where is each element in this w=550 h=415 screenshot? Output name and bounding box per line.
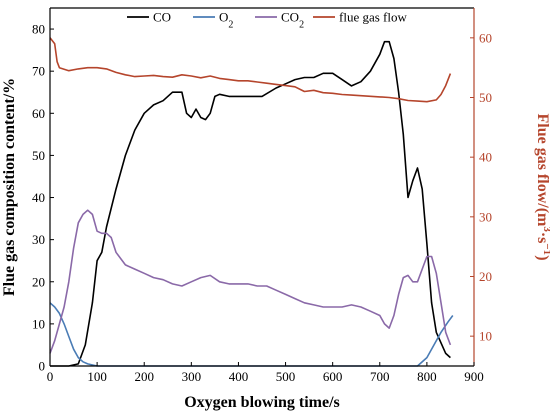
x-tick-label: 500: [276, 369, 296, 384]
y-left-tick-label: 70: [32, 64, 45, 79]
legend-label-text: O: [219, 10, 228, 25]
series-line-co: [50, 40, 451, 367]
x-tick-label: 700: [370, 369, 390, 384]
legend-label-o2: O2: [219, 10, 233, 31]
y-right-tick-label: 50: [479, 90, 492, 105]
x-axis-title: Oxygen blowing time/s: [184, 394, 340, 411]
y-right-axis-title-part: ): [534, 255, 550, 260]
y-right-tick-label: 20: [479, 269, 492, 284]
legend-label-text: flue gas flow: [339, 10, 407, 25]
y-left-tick-label: 60: [32, 106, 45, 121]
y-left-tick-label: 50: [32, 148, 45, 163]
legend-label-text: CO: [153, 10, 171, 25]
series-line-co2: [49, 209, 452, 354]
series-line-flow: [49, 37, 452, 103]
x-tick-label: 800: [417, 369, 437, 384]
legend-label-subscript: 2: [299, 19, 304, 30]
y-right-tick-label: 40: [479, 150, 492, 165]
x-tick-label: 200: [134, 369, 154, 384]
legend-label-co2: CO2: [281, 10, 304, 31]
x-tick-label: 0: [47, 369, 54, 384]
legend-label-subscript: 2: [228, 19, 233, 30]
y-right-tick-label: 60: [479, 30, 492, 45]
y-right-axis-title-part: −1: [541, 243, 550, 255]
legend-label-text: CO: [281, 10, 299, 25]
y-left-tick-label: 80: [32, 22, 45, 37]
legend: CO O2 CO2 flue gas flow: [127, 10, 407, 31]
y-left-tick-label: 10: [32, 316, 45, 331]
y-left-tick-label: 30: [32, 232, 45, 247]
y-left-tick-label: 0: [39, 359, 46, 374]
y-right-tick-label: 30: [479, 209, 492, 224]
y-left-tick-label: 20: [32, 274, 45, 289]
y-right-axis-title-part: Flue gas flow/(m: [534, 113, 550, 227]
plot-lines: [49, 37, 454, 367]
x-tick-label: 600: [323, 369, 343, 384]
series-line-o2: [49, 302, 454, 367]
legend-label-co: CO: [153, 10, 171, 25]
y-left-tick-label: 40: [32, 190, 45, 205]
y-right-axis-title: Flue gas flow/(m3·s−1): [534, 113, 550, 260]
x-tick-label: 400: [229, 369, 249, 384]
x-tick-label: 900: [464, 369, 484, 384]
x-tick-label: 100: [87, 369, 107, 384]
axes: 0 100 200 300 400 500 600 700 800 900 0 10 20 30 40 50 6…: [32, 7, 492, 384]
y-left-axis-title: Flue gas composition content/%: [1, 78, 18, 296]
y-right-tick-label: 10: [479, 329, 492, 344]
y-right-axis-title-part: 3: [541, 226, 550, 232]
legend-label-flow: flue gas flow: [339, 10, 407, 25]
y-right-axis-title-part: ·s: [534, 232, 550, 244]
x-tick-label: 300: [182, 369, 202, 384]
